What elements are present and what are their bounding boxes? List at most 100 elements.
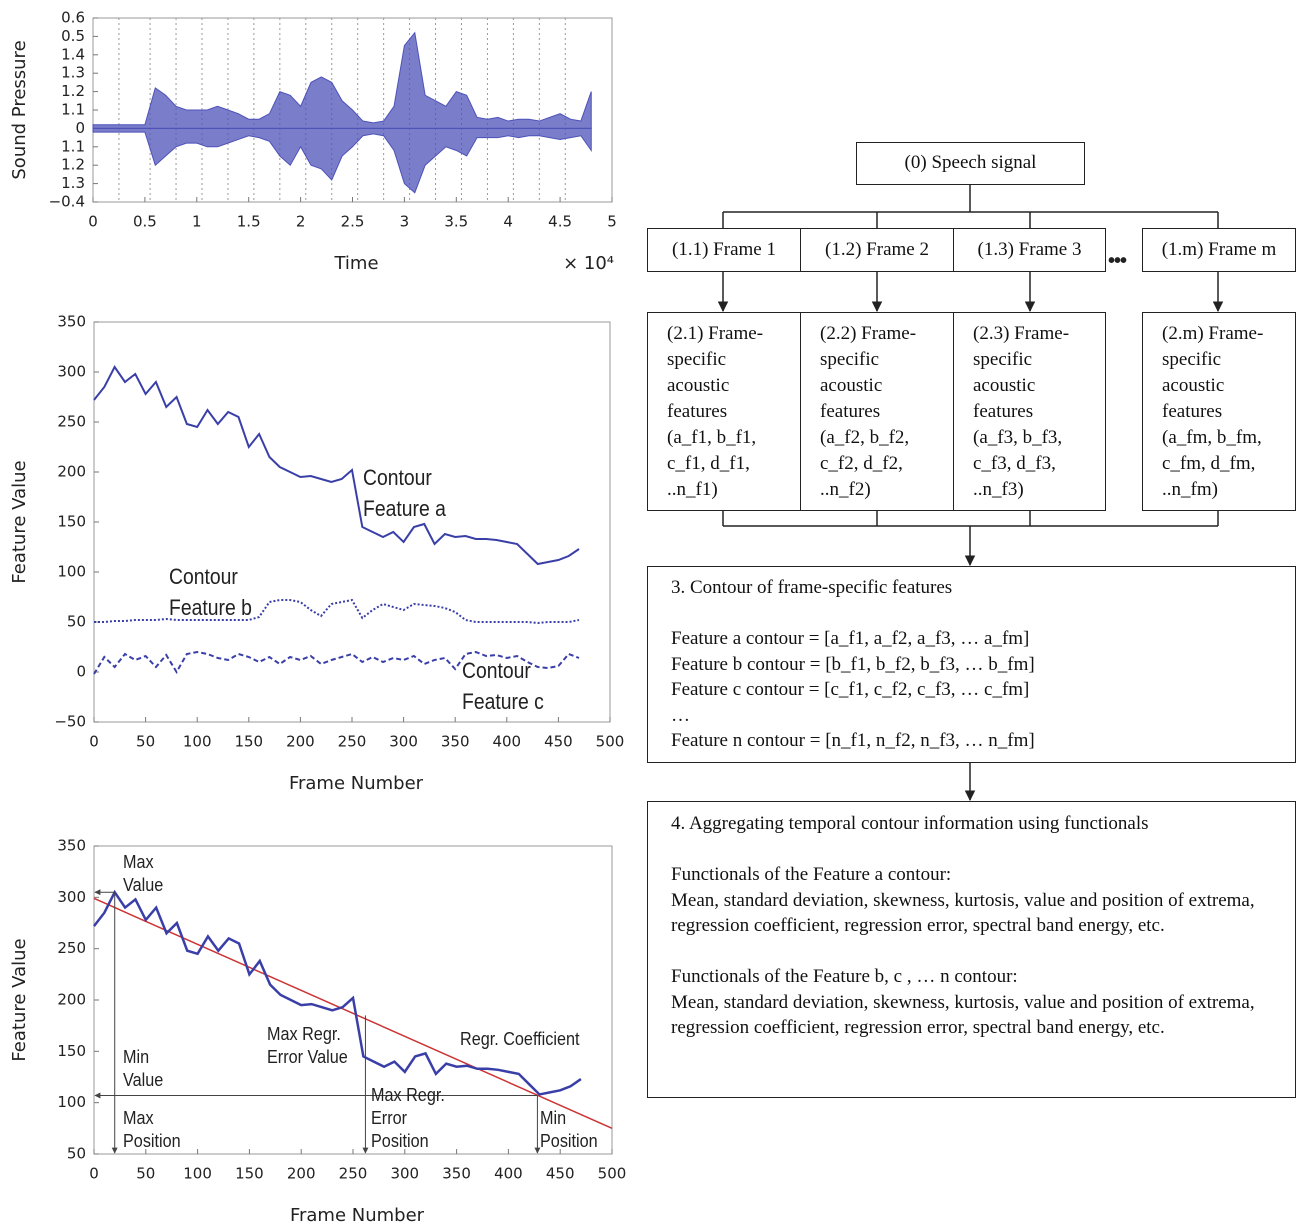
y-tick-label: −0.4 [49, 193, 85, 211]
x-tick-label: 450 [546, 1165, 575, 1183]
x-tick-label: 4 [503, 213, 513, 231]
x-tick-label: 100 [183, 1165, 212, 1183]
section-heading: Functionals of the Feature a contour: [671, 864, 952, 885]
y-tick-label: 150 [57, 513, 86, 531]
series-label: Contour Feature c [462, 658, 544, 714]
feature-line: ..n_fm) [1162, 479, 1218, 500]
feature-line: features [1162, 401, 1223, 422]
x-tick-label: 300 [390, 1165, 419, 1183]
annotation: Max Regr. Error Position [371, 1085, 445, 1151]
annotation: Max Regr. Error Value [267, 1024, 348, 1067]
feature-line: (a_f3, b_f3, [973, 427, 1063, 448]
x-tick-label: 400 [492, 733, 521, 751]
feature-box: (2.m) Frame-specific acoustic features (a_f… [1142, 312, 1296, 511]
x-tick-label: 5 [607, 213, 617, 231]
y-tick-label: 50 [67, 613, 86, 631]
y-tick-label: −50 [54, 713, 86, 731]
series-line [93, 650, 580, 675]
contour-line: Feature a contour = [a_f1, a_f2, a_f3, …… [671, 628, 1030, 649]
feature-line: specific [973, 349, 1033, 370]
frame-box: (1.1) Frame 1 [647, 228, 801, 272]
feature-box: (2.3) Frame-specific acoustic features (a_f… [953, 312, 1106, 511]
x-tick-label: 300 [389, 733, 418, 751]
ellipsis: ••• [1108, 250, 1127, 272]
y-tick-label: 1.2 [61, 156, 85, 174]
feature-line: c_f3, d_f3, [973, 453, 1056, 474]
x-axis-title: Time [333, 253, 378, 274]
x-tick-label: 1 [192, 213, 202, 231]
x-axis-title: Frame Number [289, 773, 424, 794]
feature-line: c_f1, d_f1, [667, 453, 750, 474]
feature-line: (a_f2, b_f2, [820, 427, 910, 448]
annotation: Min Position [540, 1108, 598, 1151]
y-tick-label: 0 [76, 663, 86, 681]
contour-line: Feature n contour = [n_f1, n_f2, n_f3, …… [671, 730, 1035, 751]
waveform-envelope [92, 31, 592, 129]
y-tick-label: 250 [57, 413, 86, 431]
x-tick-label: 250 [338, 733, 367, 751]
x-tick-label: 0 [89, 1165, 99, 1183]
regression-line [93, 897, 613, 1130]
waveform-envelope [92, 127, 592, 194]
x-tick-label: 350 [441, 733, 470, 751]
series-line [93, 889, 582, 1096]
feature-line: (2.1) Frame- [667, 323, 764, 344]
feature-line: features [667, 401, 728, 422]
x-tick-label: 3.5 [444, 213, 468, 231]
x-tick-label: 100 [183, 733, 212, 751]
diagram-connectors [717, 185, 1224, 802]
feature-box: (2.2) Frame-specific acoustic features (a_f… [800, 312, 954, 511]
section-text: Mean, standard deviation, skewness, kurt… [671, 991, 1255, 1039]
y-tick-label: 200 [57, 991, 86, 1009]
x-tick-label: 4.5 [548, 213, 572, 231]
x-tick-label: 450 [544, 733, 573, 751]
aggregation-box: 4. Aggregating temporal contour informat… [647, 801, 1296, 1098]
series-line [94, 598, 580, 625]
frame-box: (1.m) Frame m [1142, 228, 1296, 272]
annotation: Max Value [123, 852, 164, 895]
section-heading: Functionals of the Feature b, c , … n co… [671, 966, 1018, 987]
y-tick-label: 300 [57, 888, 86, 906]
series-line [93, 365, 580, 566]
frame-label: (1.m) Frame m [1161, 239, 1277, 260]
x-tick-label: 0 [88, 213, 98, 231]
y-tick-label: 1.3 [61, 64, 85, 82]
y-axis-title: Sound Pressure [9, 40, 30, 179]
x-tick-label: 2 [296, 213, 306, 231]
frame-box: (1.2) Frame 2 [800, 228, 954, 272]
feature-line: c_f2, d_f2, [820, 453, 903, 474]
feature-line: features [820, 401, 881, 422]
contour-line: Feature c contour = [c_f1, c_f2, c_f3, …… [671, 679, 1030, 700]
aggregation-title: 4. Aggregating temporal contour informat… [671, 813, 1149, 834]
x-tick-label: 500 [596, 733, 625, 751]
x-tick-label: 200 [286, 733, 315, 751]
y-tick-label: 0.6 [61, 9, 85, 27]
x-tick-label: 200 [287, 1165, 316, 1183]
feature-line: (a_f1, b_f1, [667, 427, 757, 448]
y-tick-label: 100 [57, 1093, 86, 1111]
y-tick-label: 1.2 [61, 82, 85, 100]
x-tick-label: 3 [400, 213, 410, 231]
input-box: (0) Speech signal [856, 142, 1085, 185]
x-tick-label: 2.5 [341, 213, 365, 231]
y-tick-label: 1.1 [61, 137, 85, 155]
feature-line: c_fm, d_fm, [1162, 453, 1256, 474]
series-label: Contour Feature a [363, 465, 446, 521]
y-tick-label: 1.1 [61, 101, 85, 119]
contour-title: 3. Contour of frame-specific features [671, 577, 953, 598]
series-label: Contour Feature b [169, 564, 252, 620]
feature-line: specific [667, 349, 727, 370]
y-tick-label: 100 [57, 563, 86, 581]
feature-line: features [973, 401, 1034, 422]
y-tick-label: 0.5 [61, 27, 85, 45]
y-tick-label: 1.4 [61, 45, 85, 63]
x-tick-label: 50 [136, 733, 155, 751]
frame-box: (1.3) Frame 3 [953, 228, 1106, 272]
x-tick-label: 0.5 [133, 213, 157, 231]
annotation: Regr. Coefficient [460, 1029, 580, 1049]
frame-label: (1.1) Frame 1 [672, 239, 776, 260]
x-tick-label: 400 [494, 1165, 523, 1183]
y-tick-label: 250 [57, 939, 86, 957]
